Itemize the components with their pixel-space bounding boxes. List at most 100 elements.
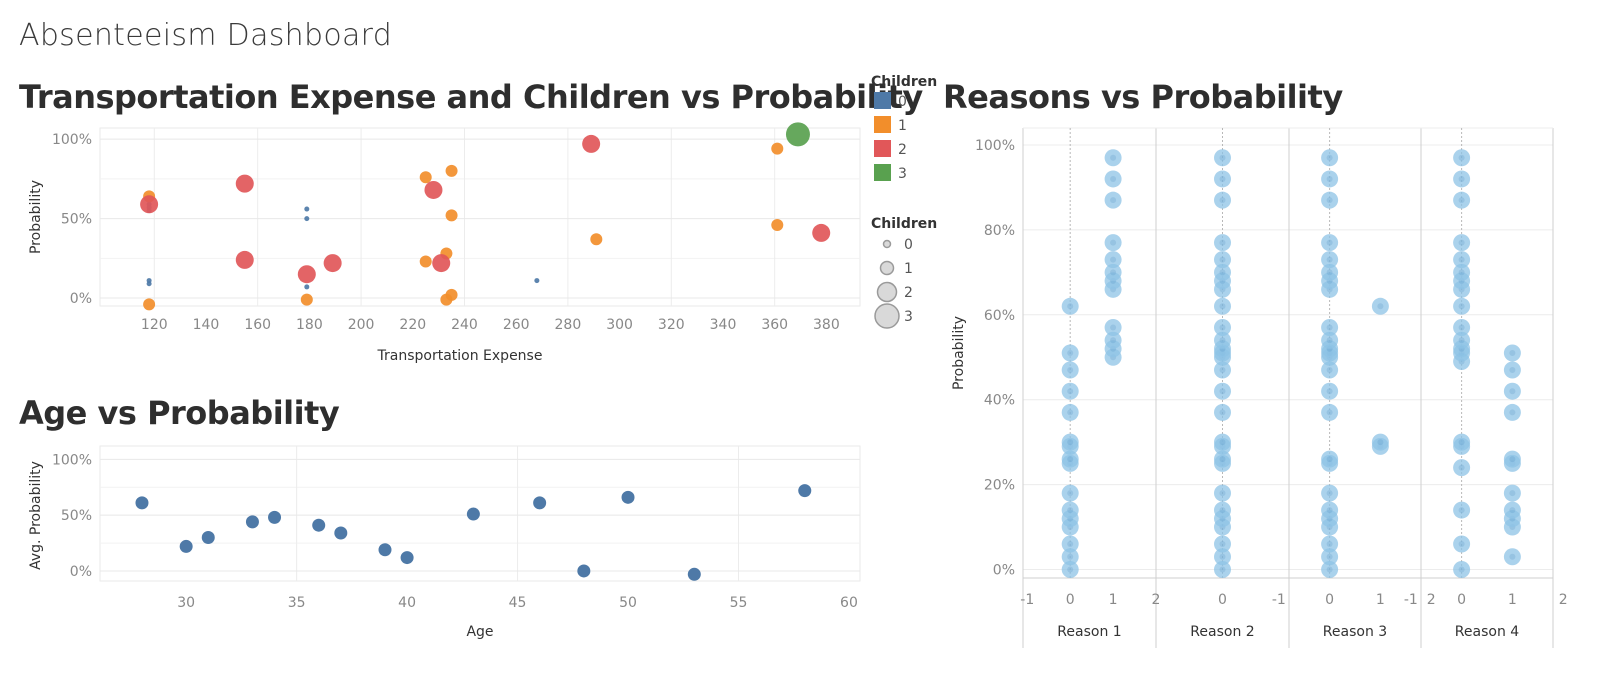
data-point <box>1453 170 1471 188</box>
data-point-core <box>1377 439 1384 446</box>
data-point <box>1321 450 1339 468</box>
legend-item-label: 3 <box>904 309 913 325</box>
color-legend-title: Children <box>871 74 937 90</box>
data-point <box>1321 170 1339 188</box>
data-point <box>1453 319 1471 337</box>
size-legend-title: Children <box>871 216 937 232</box>
data-point-core <box>1509 388 1516 395</box>
data-point-core <box>1377 303 1384 310</box>
y-tick-label: 0% <box>70 291 92 307</box>
x-tick-label: 2 <box>1152 592 1161 608</box>
transport-chart[interactable]: 120 140 160 180 200 220 240 260 280 300 320 340 360 3… <box>28 122 861 364</box>
data-point <box>1061 484 1079 502</box>
data-point <box>1214 297 1231 315</box>
data-point-core <box>1219 324 1226 331</box>
data-point <box>1214 263 1231 281</box>
data-point <box>1321 263 1339 281</box>
y-axis-label: Probability <box>951 316 967 390</box>
data-point <box>1503 484 1521 502</box>
data-point-core <box>1219 239 1226 246</box>
data-point <box>1453 331 1471 349</box>
data-point-core <box>1458 337 1465 344</box>
data-point-core <box>1219 269 1226 276</box>
data-point <box>1503 361 1521 379</box>
data-point <box>1104 170 1122 188</box>
legend-item-label: 2 <box>904 285 913 301</box>
size-legend-circle <box>882 239 892 249</box>
y-tick-label: 100% <box>52 452 92 468</box>
data-point-core <box>1509 507 1516 514</box>
data-point-core <box>1509 490 1516 497</box>
data-point <box>1214 361 1231 379</box>
data-point-core <box>1219 256 1226 263</box>
dashboard-title: Absenteeism Dashboard <box>19 18 393 53</box>
data-point <box>1214 382 1231 400</box>
age-chart[interactable]: 30 35 40 45 50 55 60 0% 50% 100% Age Avg. Probabili… <box>28 445 861 640</box>
data-point <box>1321 548 1339 566</box>
x-tick-label: 160 <box>244 317 271 333</box>
transport-chart-title: Transportation Expense and Children vs P… <box>19 78 923 116</box>
data-point-core <box>1067 303 1074 310</box>
data-point-core <box>1458 566 1465 573</box>
data-point <box>419 171 432 184</box>
data-point-core <box>1067 439 1074 446</box>
data-point <box>533 496 547 510</box>
y-tick-label: 80% <box>984 223 1015 239</box>
data-point <box>1214 170 1231 188</box>
data-point-core <box>1110 256 1117 263</box>
data-point <box>143 298 156 311</box>
x-tick-label: 380 <box>813 317 840 333</box>
data-point-core <box>1067 541 1074 548</box>
data-point <box>312 518 326 532</box>
data-point-core <box>1219 553 1226 560</box>
data-point-core <box>1326 324 1333 331</box>
data-point <box>297 265 316 284</box>
data-point-core <box>1326 175 1333 182</box>
data-point <box>1453 501 1471 519</box>
y-tick-label: 40% <box>984 393 1015 409</box>
data-point <box>1453 433 1471 451</box>
data-point <box>577 564 591 578</box>
legend-item-label: 0 <box>898 94 907 110</box>
x-tick-label: 200 <box>348 317 375 333</box>
reasons-chart[interactable]: 0% 20% 40% 60% 80% 100% Probability -1 0 1 2 Reason… <box>951 127 1568 648</box>
legend-item-label: 3 <box>898 166 907 182</box>
data-point-core <box>1458 239 1465 246</box>
data-point-core <box>1458 439 1465 446</box>
x-tick-label: 1 <box>1508 592 1517 608</box>
data-point <box>1321 234 1339 252</box>
data-point <box>1321 149 1339 167</box>
data-point <box>304 284 310 290</box>
data-point <box>1061 344 1079 362</box>
data-point-core <box>1067 366 1074 373</box>
plot-area <box>99 445 861 582</box>
x-tick-label: -1 <box>1404 592 1418 608</box>
data-point <box>1214 251 1231 269</box>
data-point-core <box>1326 507 1333 514</box>
data-point <box>771 142 784 155</box>
data-point-core <box>1458 541 1465 548</box>
plot-area <box>99 127 861 307</box>
data-point-core <box>1110 239 1117 246</box>
data-point <box>1321 382 1339 400</box>
children-legends[interactable]: Children 0 1 2 3 Children 0 1 2 3 <box>871 74 937 329</box>
data-point <box>1214 191 1231 209</box>
data-point-core <box>1110 197 1117 204</box>
data-point <box>400 551 414 565</box>
data-point-core <box>1509 409 1516 416</box>
y-tick-label: 50% <box>61 508 92 524</box>
data-point-core <box>1509 553 1516 560</box>
data-point <box>1061 450 1079 468</box>
data-point-core <box>1219 541 1226 548</box>
data-point-core <box>1458 269 1465 276</box>
data-point <box>140 195 159 214</box>
data-point <box>1503 450 1521 468</box>
data-point <box>687 567 701 581</box>
data-point <box>1453 251 1471 269</box>
data-point <box>1321 535 1339 553</box>
data-point-core <box>1326 388 1333 395</box>
data-point <box>1453 535 1471 553</box>
data-point <box>440 293 453 306</box>
data-point <box>1321 191 1339 209</box>
data-point-core <box>1458 197 1465 204</box>
